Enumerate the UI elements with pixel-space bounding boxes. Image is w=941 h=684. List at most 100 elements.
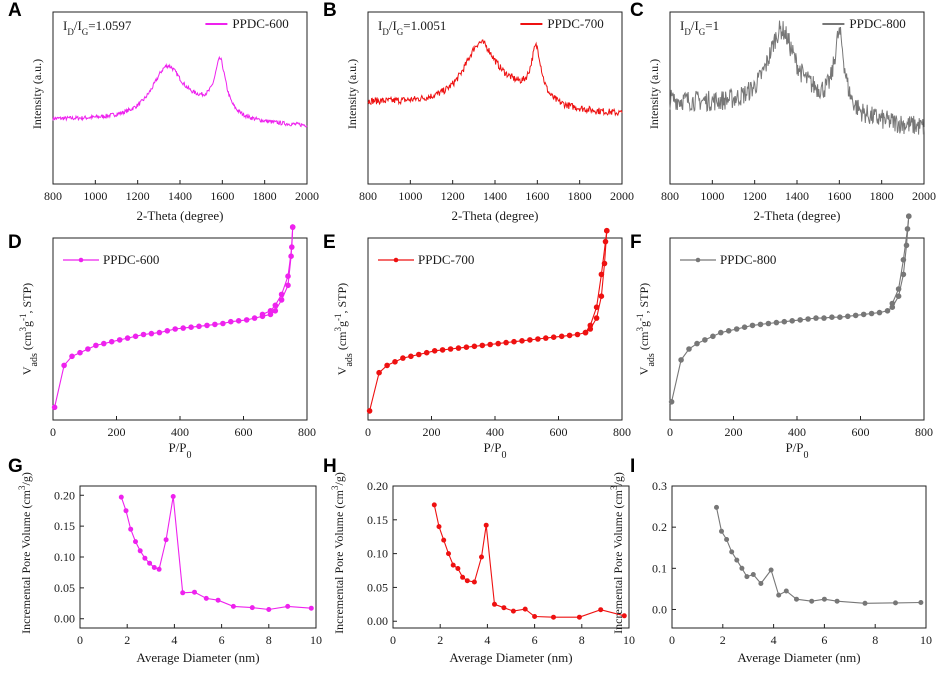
- data-point: [487, 341, 494, 348]
- data-point: [156, 566, 162, 572]
- data-point: [93, 342, 99, 349]
- x-tick-label: 10: [310, 633, 322, 647]
- data-point: [266, 607, 272, 612]
- x-tick-label: 600: [235, 425, 253, 439]
- y-axis-label: Intensity (a.u.): [30, 59, 44, 129]
- annotation-id-ig: ID/IG=1.0597: [63, 18, 132, 37]
- series-line: [367, 39, 623, 117]
- y-tick-label: 0.05: [54, 581, 75, 595]
- x-tick-label: 1000: [700, 189, 724, 203]
- panel-label-g: G: [8, 456, 23, 477]
- data-point: [593, 315, 600, 321]
- y-tick-label: 0.1: [652, 561, 667, 575]
- legend-label: PPDC-600: [103, 252, 159, 267]
- x-tick-label: 1000: [83, 189, 107, 203]
- x-axis-label: Average Diameter (nm): [136, 650, 259, 665]
- panel-c: C 800 1000 1200 1400 1600 1800 2000 2-Theta (deg…: [630, 0, 936, 223]
- series-line: [671, 216, 910, 402]
- data-point: [455, 345, 462, 351]
- x-tick-label: 1200: [126, 189, 150, 203]
- data-point: [702, 337, 708, 343]
- data-point: [776, 592, 782, 598]
- data-point: [416, 351, 422, 358]
- x-tick-label: 4: [171, 633, 177, 647]
- data-point: [460, 574, 466, 580]
- data-point: [527, 337, 533, 343]
- x-tick-label: 1400: [785, 189, 809, 203]
- data-point: [278, 297, 285, 303]
- data-point: [566, 332, 573, 339]
- data-point: [464, 578, 470, 584]
- panel-e: E 0 200 400 600 800 P/P0 Vads (cm3g-1, STP) PPDC…: [323, 227, 631, 461]
- y-tick-label: 0.05: [367, 580, 388, 594]
- data-point: [151, 565, 157, 570]
- data-point: [101, 340, 107, 347]
- data-point: [758, 581, 764, 586]
- data-point: [133, 539, 138, 545]
- data-point: [431, 502, 437, 508]
- panel-label-c: C: [630, 0, 644, 21]
- x-axis-label: P/P0: [483, 440, 506, 461]
- data-point: [582, 329, 589, 336]
- data-point: [511, 338, 517, 345]
- x-tick-label: 10: [623, 633, 635, 647]
- x-axis-label: P/P0: [785, 440, 808, 461]
- y-tick-label: 0.20: [367, 479, 388, 493]
- y-axis-label: Vads (cm3g-1, STP): [18, 283, 40, 375]
- data-point: [228, 318, 234, 325]
- data-point: [108, 338, 115, 345]
- legend-marker: [695, 257, 701, 263]
- x-tick-label: 1800: [870, 189, 894, 203]
- data-point: [172, 326, 178, 332]
- x-tick-label: 1600: [525, 189, 549, 203]
- data-point: [61, 362, 67, 369]
- data-point: [903, 242, 910, 249]
- y-axis-label: Intensity (a.u.): [647, 59, 661, 129]
- data-point: [918, 600, 924, 605]
- data-point: [773, 319, 780, 326]
- y-tick-label: 0.2: [652, 520, 667, 534]
- x-tick-label: 800: [298, 425, 316, 439]
- x-tick-label: 2000: [295, 189, 319, 203]
- data-point: [757, 321, 764, 328]
- data-point: [574, 331, 581, 338]
- data-point: [860, 311, 867, 318]
- data-point: [598, 271, 605, 278]
- data-point: [142, 555, 148, 561]
- x-tick-label: 2: [720, 633, 726, 647]
- data-point: [492, 601, 497, 607]
- x-tick-label: 2: [437, 633, 443, 647]
- data-point: [69, 353, 75, 360]
- panel-label-e: E: [323, 232, 336, 253]
- annotation-id-ig: ID/IG=1: [680, 18, 719, 37]
- data-point: [733, 326, 740, 332]
- x-tick-label: 10: [920, 633, 932, 647]
- x-tick-label: 1800: [568, 189, 592, 203]
- data-point: [834, 598, 840, 604]
- data-point: [259, 311, 266, 318]
- series-line: [52, 55, 308, 128]
- legend-label: PPDC-700: [547, 16, 603, 31]
- panel-label-b: B: [323, 0, 337, 21]
- x-tick-label: 1400: [168, 189, 192, 203]
- data-point: [551, 614, 556, 620]
- series-line: [433, 504, 625, 618]
- x-tick-label: 200: [725, 425, 743, 439]
- data-point: [893, 600, 898, 606]
- data-point: [821, 596, 827, 602]
- x-tick-label: 800: [44, 189, 62, 203]
- x-tick-label: 6: [821, 633, 827, 647]
- data-point: [718, 329, 724, 336]
- data-point: [794, 596, 799, 602]
- data-point: [862, 600, 868, 606]
- data-point: [739, 565, 745, 571]
- data-point: [278, 291, 285, 298]
- data-point: [724, 537, 730, 542]
- x-axis-label: P/P0: [168, 440, 191, 461]
- data-point: [604, 227, 610, 234]
- data-point: [483, 522, 489, 528]
- x-tick-label: 4: [484, 633, 490, 647]
- data-point: [423, 349, 430, 356]
- x-tick-label: 1600: [827, 189, 851, 203]
- panel-g: G 0 2 4 6 8 10 0.00 0.05 0.10 0.15 0.20 Average Diam…: [8, 456, 322, 665]
